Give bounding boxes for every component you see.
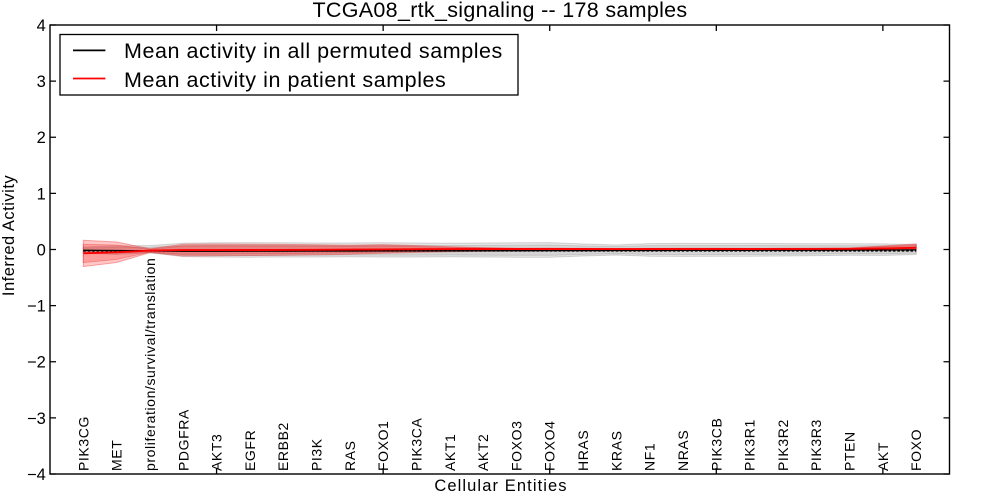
svg-text:FOXO4: FOXO4 xyxy=(542,421,558,471)
svg-text:AKT: AKT xyxy=(875,442,891,471)
svg-text:ERBB2: ERBB2 xyxy=(275,422,291,471)
svg-text:PDGFRA: PDGFRA xyxy=(175,409,191,471)
svg-text:1: 1 xyxy=(37,185,46,203)
svg-text:PIK3R3: PIK3R3 xyxy=(808,419,824,471)
svg-text:−2: −2 xyxy=(27,354,46,372)
svg-text:−3: −3 xyxy=(27,410,46,428)
svg-text:PI3K: PI3K xyxy=(309,438,325,471)
svg-text:AKT2: AKT2 xyxy=(475,434,491,471)
svg-text:PIK3R1: PIK3R1 xyxy=(742,419,758,471)
svg-text:KRAS: KRAS xyxy=(608,430,624,471)
svg-text:EGFR: EGFR xyxy=(242,430,258,471)
svg-text:Cellular Entities: Cellular Entities xyxy=(434,477,567,495)
svg-text:FOXO1: FOXO1 xyxy=(375,421,391,471)
svg-text:PIK3CG: PIK3CG xyxy=(75,416,91,471)
svg-text:PIK3CB: PIK3CB xyxy=(708,418,724,471)
svg-text:PIK3R2: PIK3R2 xyxy=(775,419,791,471)
svg-text:RAS: RAS xyxy=(342,440,358,471)
svg-text:Mean activity in patient sampl: Mean activity in patient samples xyxy=(124,68,446,92)
svg-text:−4: −4 xyxy=(27,466,46,484)
svg-text:Mean activity in all permuted: Mean activity in all permuted samples xyxy=(124,39,503,63)
svg-text:PIK3CA: PIK3CA xyxy=(408,418,424,471)
svg-text:2: 2 xyxy=(37,129,46,147)
svg-text:FOXO: FOXO xyxy=(908,429,924,471)
svg-text:AKT1: AKT1 xyxy=(442,434,458,471)
svg-text:3: 3 xyxy=(37,73,46,91)
svg-text:NF1: NF1 xyxy=(642,443,658,471)
svg-text:HRAS: HRAS xyxy=(575,430,591,471)
svg-text:4: 4 xyxy=(37,17,46,35)
svg-text:TCGA08_rtk_signaling -- 178 sa: TCGA08_rtk_signaling -- 178 samples xyxy=(313,0,688,22)
svg-text:FOXO3: FOXO3 xyxy=(508,421,524,471)
svg-text:Inferred Activity: Inferred Activity xyxy=(0,175,18,297)
svg-text:MET: MET xyxy=(109,440,125,471)
svg-text:NRAS: NRAS xyxy=(675,430,691,471)
svg-text:−1: −1 xyxy=(27,298,46,316)
svg-text:0: 0 xyxy=(37,241,46,259)
svg-text:AKT3: AKT3 xyxy=(209,434,225,471)
svg-text:PTEN: PTEN xyxy=(842,431,858,471)
svg-text:proliferation/survival/transla: proliferation/survival/translation xyxy=(142,258,158,471)
